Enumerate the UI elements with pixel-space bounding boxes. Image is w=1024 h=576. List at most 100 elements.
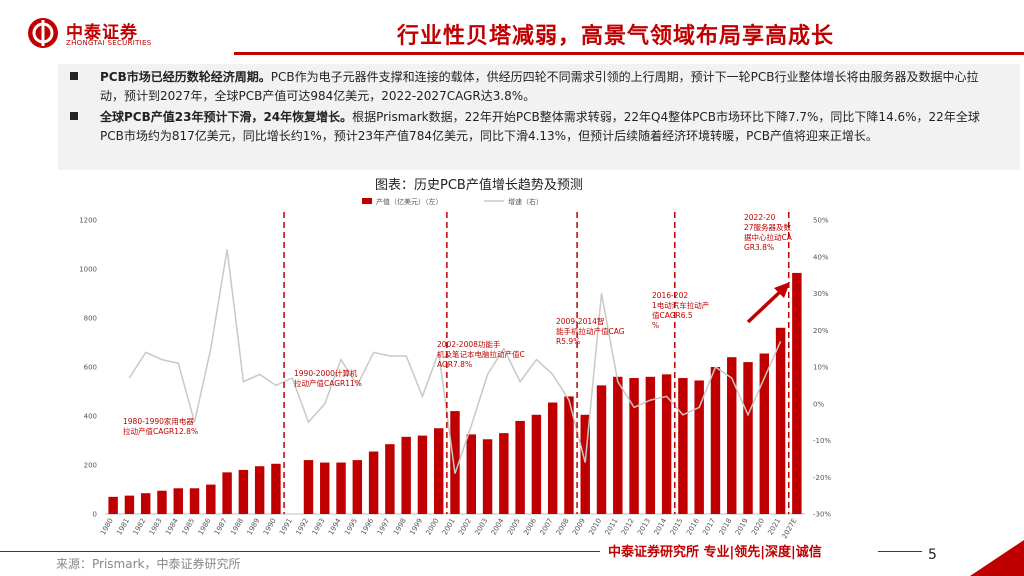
bar-2008 [564, 396, 574, 514]
bar-2004 [499, 433, 509, 514]
bar-2011 [613, 376, 623, 514]
trend-arrow-shaft [746, 288, 784, 324]
right-axis-tick-label: 50% [813, 217, 829, 225]
x-tick-label: 2019 [734, 517, 750, 536]
bar-1981 [124, 495, 135, 514]
x-tick-label: 2002 [457, 517, 473, 536]
bullet-body: 根据Prismark数据，22年开始PCB整体需求转弱，22年Q4整体PCB市场… [100, 110, 980, 143]
cycle-annotation: 2016-202 1电动汽车拉动产值CAGR6.5% [652, 291, 709, 330]
bar-1998 [401, 436, 411, 514]
bar-2013 [645, 376, 656, 514]
page-number: 5 [928, 547, 937, 563]
bar-2018 [727, 357, 737, 514]
chart-title: 图表：历史PCB产值增长趋势及预测 [375, 178, 583, 193]
x-tick-label: 1994 [327, 517, 343, 537]
x-tick-label: 2012 [620, 517, 636, 536]
bar-1990 [271, 463, 281, 514]
summary-box: PCB市场已经历数轮经济周期。PCB作为电子元器件支撑和连接的载体，供经历四轮不… [58, 64, 1020, 170]
x-tick-label: 1995 [343, 517, 359, 536]
x-tick-label: 2021 [766, 517, 782, 536]
bar-2027E [792, 272, 802, 514]
bar-1996 [368, 451, 379, 514]
bullet-point: 全球PCB产值23年预计下滑，24年恢复增长。根据Prismark数据，22年开… [70, 108, 1000, 146]
x-tick-label: 2006 [522, 517, 538, 537]
right-axis-tick-label: -30% [813, 511, 831, 519]
footer-rule [0, 551, 600, 552]
bullet-square-icon [70, 72, 78, 80]
header: 中泰证券 ZHONGTAI SECURITIES 行业性贝塔减弱，高景气领域布局… [0, 0, 1024, 60]
x-tick-label: 2016 [685, 517, 701, 537]
x-tick-label: 2015 [669, 517, 685, 536]
x-tick-label: 2009 [571, 517, 587, 536]
right-axis-tick-label: -10% [813, 437, 831, 445]
corner-decoration-icon [970, 540, 1024, 576]
bar-2016 [694, 380, 704, 514]
left-axis-tick-label: 1000 [79, 266, 97, 274]
x-tick-label: 2011 [604, 517, 620, 536]
bar-1986 [206, 484, 216, 514]
bar-1989 [254, 466, 265, 514]
bar-2005 [515, 420, 525, 514]
left-axis-tick-label: 0 [93, 511, 97, 519]
logo-mark-icon [28, 18, 58, 48]
bar-1997 [385, 444, 395, 514]
x-tick-label: 2017 [701, 517, 717, 536]
logo-text-en: ZHONGTAI SECURITIES [66, 39, 152, 47]
bullet-heading: 全球PCB产值23年预计下滑，24年恢复增长。 [100, 110, 353, 124]
x-tick-label: 2014 [653, 517, 669, 537]
bar-1993 [320, 462, 330, 514]
title-underline [234, 52, 1024, 55]
x-tick-label: 2005 [506, 517, 522, 536]
x-tick-label: 1983 [148, 517, 164, 536]
cycle-annotation: 2022-20 27服务器及数据中心拉动CA GR3.8% [744, 213, 793, 252]
x-tick-label: 2020 [750, 517, 766, 536]
x-tick-label: 1989 [246, 517, 262, 536]
right-axis-tick-label: 0% [813, 400, 824, 408]
bar-2000 [434, 428, 444, 514]
bar-2017 [710, 367, 721, 514]
bullet-point: PCB市场已经历数轮经济周期。PCB作为电子元器件支撑和连接的载体，供经历四轮不… [70, 68, 1000, 106]
legend-bar-label: 产值（亿美元）（左） [376, 197, 443, 206]
x-tick-label: 1997 [376, 517, 392, 536]
cycle-annotation: 2002-2008功能手机及笔记本电脑拉动产值C AGR7.8% [437, 339, 525, 369]
bar-2014 [661, 374, 672, 514]
bar-1982 [140, 493, 151, 514]
bar-2002 [466, 434, 476, 514]
x-tick-label: 1986 [197, 517, 213, 537]
bar-2001 [450, 411, 460, 514]
x-tick-label: 2013 [636, 517, 652, 536]
left-axis-tick-label: 1200 [79, 217, 97, 225]
bar-1992 [303, 460, 314, 514]
x-tick-label: 1991 [278, 517, 294, 536]
bar-2009 [580, 414, 590, 514]
x-tick-label: 1992 [294, 517, 310, 536]
right-axis-tick-label: 20% [813, 327, 829, 335]
x-tick-label: 1996 [359, 517, 375, 537]
bullet-text: 全球PCB产值23年预计下滑，24年恢复增长。根据Prismark数据，22年开… [100, 108, 1000, 146]
bar-2012 [629, 378, 639, 514]
left-axis-tick-label: 400 [84, 413, 97, 421]
right-axis-tick-label: 40% [813, 253, 829, 261]
page-title: 行业性贝塔减弱，高景气领域布局享高成长 [396, 24, 834, 49]
x-tick-label: 1982 [132, 517, 148, 536]
company-logo[interactable]: 中泰证券 ZHONGTAI SECURITIES [26, 16, 196, 52]
cycle-annotation: 1990-2000计算机拉动产值CAGR11% [294, 368, 362, 388]
x-tick-label: 1985 [180, 517, 196, 536]
bullet-text: PCB市场已经历数轮经济周期。PCB作为电子元器件支撑和连接的载体，供经历四轮不… [100, 68, 1000, 106]
left-axis-tick-label: 200 [84, 462, 97, 470]
x-tick-label: 2007 [539, 517, 555, 536]
bar-2015 [678, 378, 688, 514]
x-tick-label: 1984 [164, 517, 180, 537]
x-tick-label: 1993 [311, 517, 327, 536]
bar-2007 [547, 402, 558, 514]
bar-1984 [173, 488, 183, 514]
x-tick-label: 2008 [555, 517, 571, 536]
x-tick-label: 1990 [262, 517, 278, 536]
growth-rate-line [128, 249, 782, 474]
bar-1985 [189, 488, 200, 514]
x-tick-label: 1998 [392, 517, 408, 536]
right-axis-tick-label: 10% [813, 364, 829, 372]
bar-1994 [336, 462, 346, 514]
bar-1999 [417, 435, 428, 514]
